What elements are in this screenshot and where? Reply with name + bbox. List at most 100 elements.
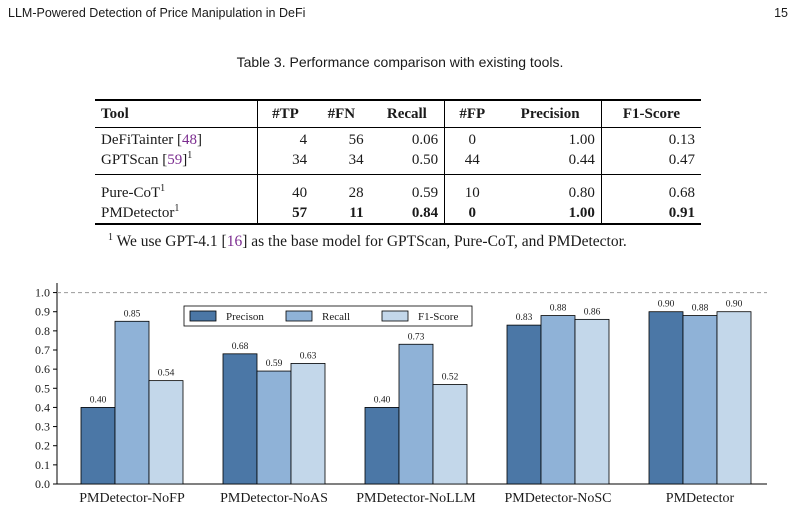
header-fn: #FN — [313, 99, 370, 128]
y-tick-label: 0.9 — [35, 305, 50, 319]
fp-cell: 0 — [444, 203, 500, 225]
bar — [398, 343, 434, 485]
bar — [290, 363, 326, 485]
bar — [682, 315, 718, 485]
tool-name: DeFiTainter — [101, 132, 174, 148]
recall-cell: 0.59 — [369, 174, 446, 203]
tool-name: Pure-CoT — [101, 185, 161, 201]
table-row: GPTScan [59]1 34 34 0.50 44 0.44 0.47 — [95, 150, 701, 175]
bar-value-label: 0.59 — [266, 359, 283, 369]
x-category-label: PMDetector-NoLLM — [356, 491, 476, 506]
footnote-mark: 1 — [174, 203, 180, 214]
tool-name: GPTScan — [101, 152, 159, 168]
bar-value-label: 0.86 — [584, 307, 601, 317]
x-category-label: PMDetector-NoSC — [504, 491, 611, 506]
x-category-label: PMDetector — [666, 491, 735, 506]
bar-value-label: 0.52 — [442, 372, 459, 382]
legend-label: Precison — [226, 311, 264, 323]
fn-cell: 28 — [348, 185, 364, 201]
legend-swatch — [189, 310, 217, 322]
fp-cell: 10 — [464, 185, 480, 201]
precision-cell: 1.00 — [499, 203, 602, 225]
recall-cell: 0.50 — [369, 150, 446, 175]
fp-cell: 0 — [468, 132, 476, 148]
tp-cell: 4 — [299, 132, 308, 148]
header-tool: Tool — [95, 99, 258, 128]
fn-cell: 11 — [313, 203, 370, 225]
running-head: LLM-Powered Detection of Price Manipulat… — [8, 6, 788, 24]
bar-value-label: 0.88 — [692, 304, 709, 314]
header-recall: Recall — [369, 99, 446, 128]
bar — [540, 315, 576, 485]
precision-cell: 0.80 — [499, 174, 602, 203]
bar-value-label: 0.88 — [550, 304, 567, 314]
y-tick-label: 0.7 — [35, 343, 50, 357]
citation-link[interactable]: 59 — [167, 152, 183, 168]
citation-link[interactable]: 16 — [226, 233, 243, 250]
header-tp: #TP — [257, 99, 314, 128]
bar — [716, 311, 752, 485]
header-precision: Precision — [499, 99, 602, 128]
y-tick-label: 0.0 — [35, 477, 50, 491]
bar-value-label: 0.83 — [516, 313, 533, 323]
bar — [364, 407, 400, 485]
bar-value-label: 0.40 — [374, 395, 391, 405]
tp-cell: 57 — [257, 203, 314, 225]
bar — [506, 324, 542, 485]
bar — [256, 370, 292, 485]
y-tick-label: 0.1 — [35, 458, 50, 472]
y-tick-label: 0.8 — [35, 324, 50, 338]
tool-cell: Pure-CoT1 — [95, 174, 258, 203]
tp-cell: 40 — [292, 185, 308, 201]
footnote-text-pre: We use GPT-4.1 [ — [116, 233, 227, 250]
footnote-mark: 1 — [108, 231, 113, 243]
f1-cell: 0.47 — [601, 150, 701, 175]
table-row: Pure-CoT1 40 28 0.59 10 0.80 0.68 — [95, 174, 701, 203]
bar-value-label: 0.63 — [300, 351, 317, 361]
table-header-row: Tool #TP #FN Recall #FP Precision F1-Sco… — [95, 99, 701, 128]
tool-name: PMDetector — [101, 205, 175, 221]
x-category-label: PMDetector-NoFP — [79, 491, 185, 506]
legend-swatch — [285, 310, 313, 322]
bar — [432, 384, 468, 485]
bar — [80, 407, 116, 485]
bar — [148, 380, 184, 485]
legend-label: Recall — [322, 311, 350, 323]
y-tick-label: 0.6 — [35, 362, 50, 376]
fp-cell: 44 — [444, 150, 500, 175]
citation-link[interactable]: 48 — [182, 132, 198, 148]
precision-cell: 1.00 — [499, 127, 602, 150]
precision-cell: 0.44 — [499, 150, 602, 175]
legend-label: F1-Score — [418, 311, 458, 323]
recall-cell: 0.84 — [369, 203, 446, 225]
f1-cell: 0.68 — [668, 185, 695, 201]
y-tick-label: 1.0 — [35, 286, 50, 300]
performance-table: Tool #TP #FN Recall #FP Precision F1-Sco… — [95, 99, 701, 225]
footnote-text-post: ] as the base model for GPTScan, Pure-Co… — [242, 233, 627, 250]
bar — [114, 320, 150, 485]
bar-value-label: 0.40 — [90, 395, 107, 405]
table-row: DeFiTainter [48] 4 56 0.06 0 1.00 0.13 — [95, 127, 701, 150]
y-tick-label: 0.5 — [35, 381, 50, 395]
bar — [574, 318, 610, 485]
tp-cell: 34 — [257, 150, 314, 175]
bar-value-label: 0.54 — [158, 369, 175, 379]
tool-cell: GPTScan [59]1 — [95, 150, 258, 175]
ablation-bar-chart: 0.0 0.1 0.2 0.3 0.4 0.5 0.6 0.7 0.8 0.9 1.0 0.40 0.8… — [35, 283, 767, 506]
f1-cell: 0.91 — [601, 203, 701, 225]
bar-value-label: 0.85 — [124, 309, 141, 319]
footnote-mark: 1 — [187, 150, 193, 161]
y-tick-label: 0.3 — [35, 420, 50, 434]
page-number: 15 — [774, 6, 788, 20]
footnote-mark: 1 — [160, 183, 166, 194]
header-f1: F1-Score — [601, 99, 701, 128]
bar — [648, 311, 684, 485]
table-row-highlighted: PMDetector1 57 11 0.84 0 1.00 0.91 — [95, 203, 701, 225]
bar-value-label: 0.68 — [232, 342, 249, 352]
bar-value-label: 0.90 — [658, 300, 675, 310]
f1-cell: 0.13 — [668, 132, 695, 148]
table-footnote: 1 We use GPT-4.1 [16] as the base model … — [108, 231, 627, 251]
header-fp: #FP — [444, 99, 500, 128]
bar — [222, 353, 258, 485]
tool-cell: PMDetector1 — [95, 203, 258, 225]
